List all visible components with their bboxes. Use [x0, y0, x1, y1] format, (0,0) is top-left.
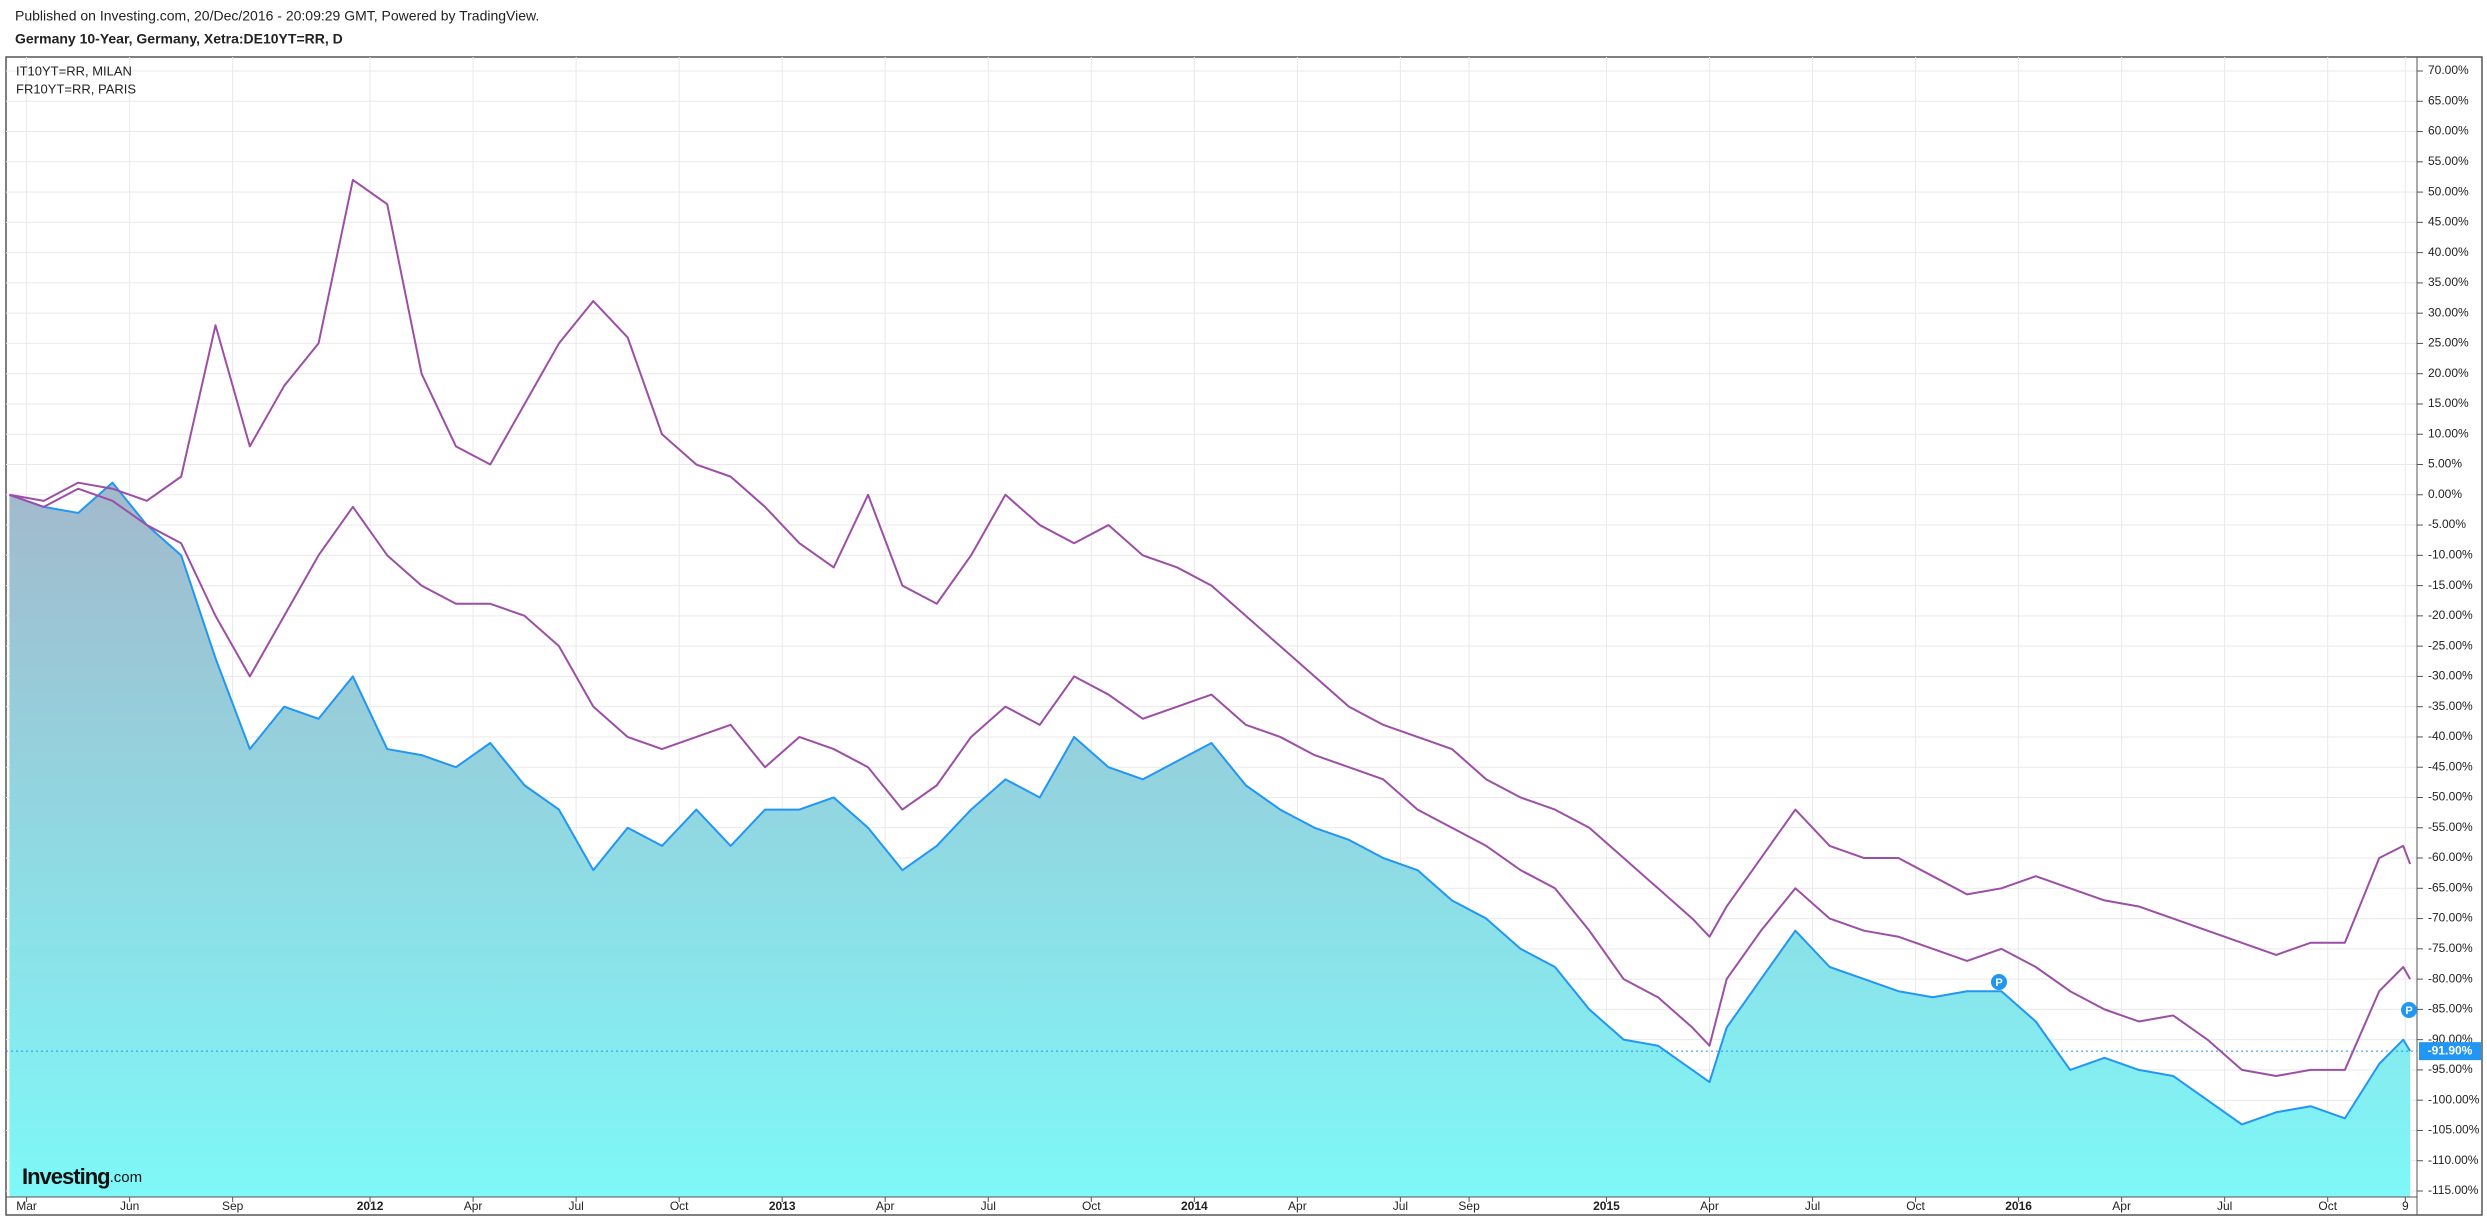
event-marker: [1991, 974, 2007, 990]
x-tick-label: 2015: [1593, 1199, 1620, 1213]
y-tick-label: -65.00%: [2428, 880, 2473, 894]
y-tick-label: 10.00%: [2428, 426, 2469, 440]
y-tick-label: 50.00%: [2428, 184, 2469, 198]
last-value-box: [2419, 1042, 2481, 1061]
y-tick-label: -15.00%: [2428, 578, 2473, 592]
y-tick-label: -50.00%: [2428, 790, 2473, 804]
event-marker: [2401, 1002, 2417, 1018]
y-tick-label: -100.00%: [2428, 1092, 2480, 1106]
y-tick-label: -45.00%: [2428, 759, 2473, 773]
x-tick-label: Jul: [981, 1199, 996, 1213]
x-tick-label: 9: [2402, 1199, 2409, 1213]
x-tick-label: Oct: [1082, 1199, 1101, 1213]
y-tick-label: -5.00%: [2428, 517, 2466, 531]
y-tick-label: -55.00%: [2428, 820, 2473, 834]
published-note: Published on Investing.com, 20/Dec/2016 …: [15, 8, 539, 24]
y-tick-label: 20.00%: [2428, 366, 2469, 380]
x-tick-label: Mar: [16, 1199, 37, 1213]
last-value-label: -91.90%: [2428, 1043, 2473, 1057]
y-tick-label: -85.00%: [2428, 1002, 2473, 1016]
y-tick-label: -10.00%: [2428, 547, 2473, 561]
x-tick-label: Sep: [222, 1199, 244, 1213]
event-marker-label: P: [2405, 1005, 2412, 1017]
y-tick-label: 60.00%: [2428, 124, 2469, 138]
y-tick-label: 15.00%: [2428, 396, 2469, 410]
y-tick-label: -30.00%: [2428, 669, 2473, 683]
event-marker-label: P: [1995, 977, 2002, 989]
logo-suffix: .com: [110, 1169, 143, 1186]
chart-title: Germany 10-Year, Germany, Xetra:DE10YT=R…: [15, 31, 343, 47]
area: [9, 482, 2411, 1197]
x-tick-label: Jun: [120, 1199, 139, 1213]
y-tick-label: -70.00%: [2428, 911, 2473, 925]
x-tick-label: 2013: [769, 1199, 796, 1213]
y-tick-label: -110.00%: [2428, 1153, 2479, 1167]
x-tick-label: Apr: [2112, 1199, 2131, 1213]
y-tick-label: 0.00%: [2428, 487, 2462, 501]
y-tick-label: -105.00%: [2428, 1123, 2480, 1137]
y-tick-label: -75.00%: [2428, 941, 2473, 955]
x-tick-label: Apr: [464, 1199, 483, 1213]
logo-word: Investing: [22, 1164, 110, 1189]
frame: [5, 56, 2483, 1216]
y-tick-label: -115.00%: [2428, 1183, 2479, 1197]
x-tick-label: Jul: [1393, 1199, 1408, 1213]
legend-entry: IT10YT=RR, MILAN: [16, 63, 132, 78]
series-line: [9, 487, 2411, 1077]
y-tick-label: 70.00%: [2428, 63, 2469, 77]
x-tick-label: Oct: [2318, 1199, 2337, 1213]
x-tick-label: Sep: [1458, 1199, 1480, 1213]
x-tick-label: 2014: [1181, 1199, 1208, 1213]
x-tick-label: Jul: [2217, 1199, 2232, 1213]
x-tick-label: Oct: [1906, 1199, 1925, 1213]
y-tick-label: 5.00%: [2428, 457, 2462, 471]
y-tick-label: 35.00%: [2428, 275, 2469, 289]
x-tick-label: Jul: [1805, 1199, 1820, 1213]
x-tick-label: Apr: [1700, 1199, 1719, 1213]
y-tick-label: 45.00%: [2428, 215, 2469, 229]
y-tick-label: -35.00%: [2428, 699, 2473, 713]
legend-entry: FR10YT=RR, PARIS: [16, 81, 136, 96]
y-tick-label: -80.00%: [2428, 971, 2473, 985]
y-tick-label: 25.00%: [2428, 336, 2469, 350]
y-tick-label: -95.00%: [2428, 1062, 2473, 1076]
x-tick-label: Jul: [568, 1199, 583, 1213]
x-tick-label: 2016: [2005, 1199, 2032, 1213]
y-tick-label: -20.00%: [2428, 608, 2473, 622]
x-tick-label: Apr: [1288, 1199, 1307, 1213]
y-tick-label: 40.00%: [2428, 245, 2469, 259]
y-tick-label: 65.00%: [2428, 93, 2469, 107]
x-tick-label: Oct: [670, 1199, 689, 1213]
logo: Investing.com: [22, 1164, 142, 1189]
x-tick-label: Apr: [876, 1199, 895, 1213]
x-tick-label: 2012: [357, 1199, 384, 1213]
series-line: [9, 481, 2411, 1126]
y-tick-label: 55.00%: [2428, 154, 2469, 168]
y-tick-label: -40.00%: [2428, 729, 2473, 743]
y-tick-label: 30.00%: [2428, 305, 2469, 319]
y-tick-label: -60.00%: [2428, 850, 2473, 864]
y-tick-label: -25.00%: [2428, 638, 2473, 652]
series-line: [9, 178, 2412, 956]
